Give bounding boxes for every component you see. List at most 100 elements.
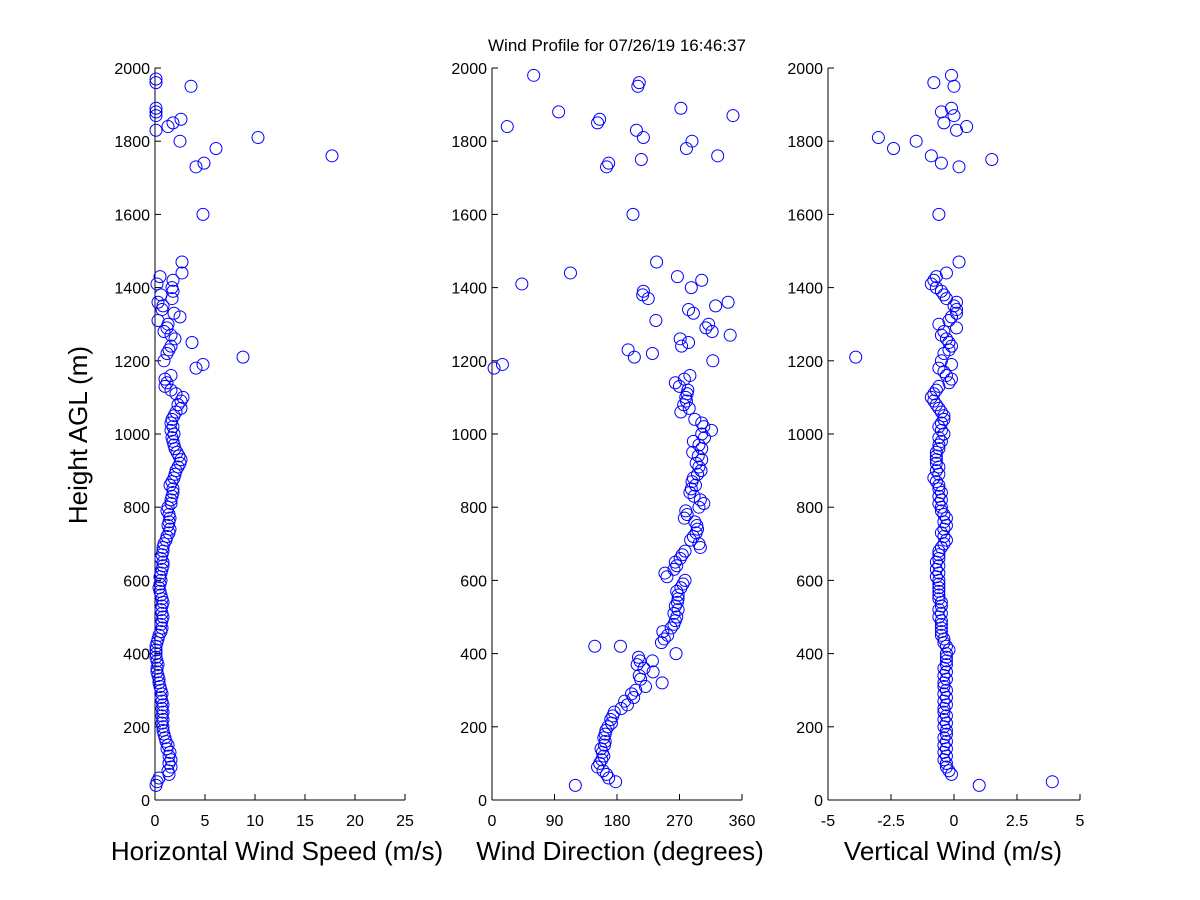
- data-point: [160, 321, 174, 335]
- data-point: [684, 281, 698, 295]
- data-point: [694, 464, 708, 478]
- data-point: [627, 350, 641, 364]
- data-point: [189, 361, 203, 375]
- data-point: [937, 537, 951, 551]
- data-point: [927, 471, 941, 485]
- data-point: [934, 423, 948, 437]
- x-tick-label: 270: [666, 813, 693, 830]
- data-point: [631, 79, 645, 93]
- data-point: [937, 365, 951, 379]
- data-point: [593, 112, 607, 126]
- data-point: [950, 295, 964, 309]
- data-point: [598, 738, 611, 752]
- data-point: [944, 357, 958, 371]
- data-point: [162, 767, 176, 781]
- y-tick-label: 800: [123, 500, 150, 517]
- data-point: [600, 160, 614, 174]
- data-point: [678, 544, 692, 558]
- data-point: [634, 672, 648, 686]
- data-point: [655, 676, 669, 690]
- y-axis-label: Height AGL (m): [63, 346, 93, 524]
- data-point: [944, 372, 958, 386]
- y-tick-label: 200: [460, 720, 487, 737]
- data-point: [927, 394, 941, 408]
- data-point: [683, 486, 697, 500]
- data-point: [937, 508, 951, 522]
- data-point: [929, 445, 943, 459]
- data-point: [932, 610, 946, 624]
- data-point: [950, 321, 964, 335]
- y-tick-label: 1200: [114, 354, 150, 371]
- x-axis-label-direction: Wind Direction (degrees): [476, 836, 764, 866]
- data-point: [1045, 775, 1059, 789]
- data-point: [166, 273, 180, 287]
- data-point: [932, 478, 946, 492]
- data-point: [695, 416, 709, 430]
- data-point: [149, 105, 163, 119]
- data-point: [929, 464, 943, 478]
- data-point: [929, 398, 943, 412]
- data-point: [157, 354, 171, 368]
- data-point: [932, 401, 946, 415]
- data-point: [149, 123, 163, 137]
- data-point: [726, 109, 740, 123]
- data-point: [929, 453, 943, 467]
- data-point: [157, 325, 171, 339]
- data-point: [160, 376, 174, 390]
- data-point: [149, 76, 163, 90]
- chart-title: Wind Profile for 07/26/19 16:46:37: [488, 36, 746, 55]
- y-tick-label: 2000: [787, 61, 823, 78]
- y-tick-label: 1000: [451, 427, 487, 444]
- data-point: [934, 606, 948, 620]
- x-tick-label: 5: [1076, 813, 1085, 830]
- data-point: [932, 592, 946, 606]
- y-tick-label: 800: [796, 500, 823, 517]
- data-point: [660, 570, 674, 584]
- data-point: [684, 533, 698, 547]
- data-point: [149, 109, 163, 123]
- data-point: [695, 273, 709, 287]
- data-point: [934, 434, 948, 448]
- data-point: [944, 767, 958, 781]
- data-point: [952, 255, 966, 269]
- data-point: [669, 647, 683, 661]
- data-point: [932, 581, 946, 595]
- data-point: [944, 310, 958, 324]
- data-point: [689, 456, 703, 470]
- data-point: [682, 401, 696, 415]
- data-point: [934, 617, 948, 631]
- data-point: [960, 120, 974, 134]
- data-point: [937, 720, 951, 734]
- data-point: [165, 475, 179, 489]
- data-point: [167, 427, 181, 441]
- data-point: [934, 500, 948, 514]
- data-point: [711, 149, 725, 163]
- data-point: [937, 731, 951, 745]
- data-point: [939, 533, 953, 547]
- data-point: [939, 709, 953, 723]
- y-tick-label: 200: [796, 720, 823, 737]
- data-point: [164, 339, 178, 353]
- y-tick-label: 1000: [114, 427, 150, 444]
- data-point: [687, 489, 701, 503]
- data-point: [164, 423, 178, 437]
- data-point: [686, 306, 700, 320]
- y-tick-label: 600: [796, 573, 823, 590]
- data-point: [162, 749, 176, 763]
- data-point: [185, 336, 199, 349]
- x-tick-label: 180: [604, 813, 631, 830]
- data-point: [932, 577, 946, 591]
- data-point: [609, 775, 623, 789]
- data-point: [944, 68, 958, 82]
- data-point: [149, 72, 163, 86]
- data-point: [645, 654, 659, 668]
- data-point: [174, 394, 188, 408]
- data-point: [937, 346, 951, 360]
- data-point: [165, 292, 179, 306]
- data-point: [972, 778, 986, 792]
- data-point: [650, 255, 664, 269]
- y-tick-label: 400: [796, 647, 823, 664]
- data-point: [937, 522, 951, 536]
- x-tick-label: 2.5: [1006, 813, 1028, 830]
